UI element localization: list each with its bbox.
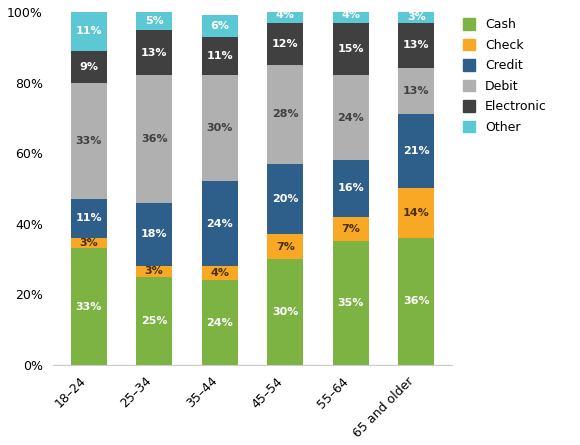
Text: 9%: 9% (79, 62, 98, 72)
Text: 3%: 3% (407, 12, 426, 22)
Text: 24%: 24% (206, 219, 233, 229)
Legend: Cash, Check, Credit, Debit, Electronic, Other: Cash, Check, Credit, Debit, Electronic, … (463, 18, 547, 134)
Text: 24%: 24% (338, 113, 364, 123)
Bar (136, 29, 172, 76)
Text: 11%: 11% (75, 26, 102, 36)
Bar (71, 238, 107, 248)
Text: 13%: 13% (403, 40, 430, 50)
Bar (71, 248, 107, 365)
Text: 3%: 3% (79, 238, 98, 248)
Text: 35%: 35% (338, 298, 364, 308)
Bar (398, 238, 434, 365)
Bar (267, 23, 303, 65)
Bar (202, 280, 238, 365)
Text: 30%: 30% (206, 123, 233, 134)
Bar (333, 76, 369, 160)
Bar (71, 82, 107, 199)
Bar (202, 16, 238, 36)
Text: 33%: 33% (75, 302, 102, 312)
Text: 5%: 5% (145, 16, 164, 26)
Bar (398, 188, 434, 238)
Text: 7%: 7% (342, 224, 360, 234)
Bar (202, 36, 238, 76)
Text: 4%: 4% (210, 268, 229, 278)
Bar (71, 51, 107, 82)
Text: 4%: 4% (276, 11, 295, 20)
Text: 3%: 3% (145, 267, 164, 276)
Bar (333, 160, 369, 217)
Text: 11%: 11% (206, 51, 233, 61)
Text: 16%: 16% (338, 183, 364, 194)
Text: 14%: 14% (403, 208, 430, 218)
Bar (398, 23, 434, 69)
Bar (136, 76, 172, 202)
Text: 12%: 12% (272, 39, 299, 49)
Bar (136, 202, 172, 266)
Bar (136, 12, 172, 29)
Bar (398, 69, 434, 114)
Text: 33%: 33% (75, 136, 102, 146)
Text: 28%: 28% (272, 109, 299, 119)
Bar (267, 259, 303, 365)
Bar (202, 182, 238, 266)
Bar (398, 114, 434, 188)
Bar (333, 23, 369, 76)
Bar (267, 164, 303, 235)
Text: 24%: 24% (206, 318, 233, 328)
Text: 20%: 20% (272, 194, 299, 204)
Text: 4%: 4% (341, 11, 360, 20)
Bar (333, 217, 369, 241)
Text: 7%: 7% (276, 242, 295, 252)
Text: 18%: 18% (141, 229, 168, 239)
Text: 30%: 30% (272, 307, 299, 317)
Bar (71, 12, 107, 51)
Text: 13%: 13% (141, 48, 168, 57)
Bar (136, 277, 172, 365)
Bar (333, 8, 369, 23)
Text: 36%: 36% (141, 134, 168, 144)
Bar (71, 199, 107, 238)
Text: 11%: 11% (75, 214, 102, 223)
Bar (136, 266, 172, 277)
Bar (267, 235, 303, 259)
Text: 21%: 21% (403, 146, 430, 156)
Text: 25%: 25% (141, 316, 168, 326)
Bar (398, 12, 434, 23)
Bar (333, 241, 369, 365)
Bar (202, 266, 238, 280)
Bar (267, 8, 303, 23)
Text: 15%: 15% (338, 44, 364, 54)
Text: 36%: 36% (403, 296, 430, 306)
Text: 6%: 6% (210, 21, 229, 31)
Bar (267, 65, 303, 164)
Text: 13%: 13% (403, 86, 430, 97)
Bar (202, 76, 238, 182)
